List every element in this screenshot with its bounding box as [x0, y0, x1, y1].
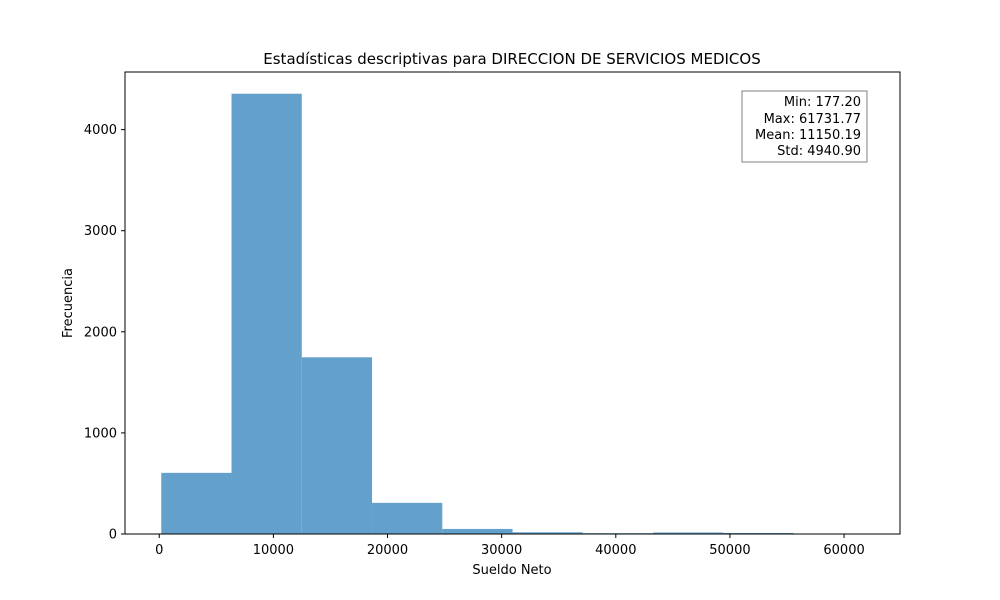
x-tick-label: 60000	[823, 543, 864, 558]
chart-title: Estadísticas descriptivas para DIRECCION…	[263, 50, 760, 68]
stats-min: Min: 177.20	[784, 95, 861, 110]
y-tick-label: 4000	[84, 123, 117, 138]
x-tick-label: 10000	[253, 543, 294, 558]
stats-box: Min: 177.20 Max: 61731.77 Mean: 11150.19…	[741, 90, 868, 163]
histogram-bar	[231, 93, 302, 534]
y-axis-label: Frecuencia	[61, 268, 76, 338]
histogram-bar	[301, 357, 373, 534]
stats-mean: Mean: 11150.19	[755, 128, 861, 143]
histogram-bar	[653, 532, 724, 534]
y-tick-label: 2000	[84, 325, 117, 340]
stats-std: Std: 4940.90	[777, 144, 861, 159]
histogram-bar	[723, 532, 794, 534]
x-tick-label: 30000	[481, 543, 522, 558]
histogram-bar	[161, 472, 232, 534]
y-tick-label: 3000	[84, 224, 117, 239]
y-tick-label: 1000	[84, 426, 117, 441]
stats-box-frame	[741, 90, 868, 163]
y-axis-ticks: 0 1000 2000 3000 4000	[84, 123, 125, 543]
stats-max: Max: 61731.77	[764, 112, 861, 127]
x-tick-label: 20000	[367, 543, 408, 558]
x-axis-label: Sueldo Neto	[472, 563, 551, 578]
histogram-bar	[372, 502, 443, 534]
histogram-bar	[442, 528, 513, 534]
x-tick-label: 50000	[709, 543, 750, 558]
x-tick-label: 0	[155, 543, 163, 558]
histogram-bar	[512, 532, 583, 534]
x-tick-label: 40000	[595, 543, 636, 558]
y-tick-label: 0	[109, 528, 117, 543]
x-axis-ticks: 0 10000 20000 30000 40000 50000 60000	[155, 534, 865, 558]
plot-frame	[124, 71, 901, 535]
bars-group	[161, 93, 864, 534]
